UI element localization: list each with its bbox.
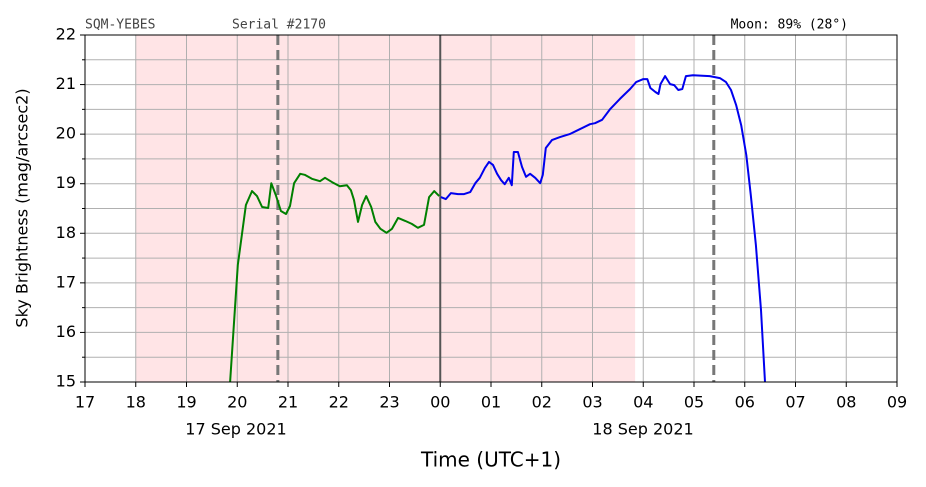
y-tick-label: 16 bbox=[56, 322, 76, 341]
x-tick-label: 21 bbox=[278, 393, 298, 412]
x-tick-label: 07 bbox=[785, 393, 805, 412]
x-tick-label: 09 bbox=[887, 393, 907, 412]
y-tick-label: 17 bbox=[56, 272, 76, 291]
x-tick-label: 02 bbox=[532, 393, 552, 412]
date-label: 18 Sep 2021 bbox=[592, 420, 693, 439]
x-tick-label: 04 bbox=[633, 393, 653, 412]
x-tick-label: 22 bbox=[329, 393, 349, 412]
series-line bbox=[229, 172, 440, 383]
x-tick-label: 08 bbox=[836, 393, 856, 412]
series-line bbox=[440, 74, 766, 383]
y-tick-label: 20 bbox=[56, 124, 76, 143]
y-tick-label: 18 bbox=[56, 223, 76, 242]
x-tick-label: 05 bbox=[684, 393, 704, 412]
y-tick-label: 22 bbox=[56, 25, 76, 44]
x-tick-label: 23 bbox=[379, 393, 399, 412]
moon-info: Moon: 89% (28°) bbox=[731, 18, 848, 33]
y-tick-label: 21 bbox=[56, 74, 76, 93]
y-axis-label: Sky Brightness (mag/arcsec2) bbox=[13, 88, 32, 327]
y-tick-label: 19 bbox=[56, 173, 76, 192]
x-tick-label: 01 bbox=[481, 393, 501, 412]
x-tick-label: 00 bbox=[430, 393, 450, 412]
x-tick-label: 20 bbox=[227, 393, 247, 412]
x-tick-label: 18 bbox=[126, 393, 146, 412]
x-tick-label: 19 bbox=[176, 393, 196, 412]
station-name: SQM-YEBES bbox=[85, 18, 155, 33]
x-tick-label: 03 bbox=[582, 393, 602, 412]
date-label: 17 Sep 2021 bbox=[185, 420, 286, 439]
serial: Serial #2170 bbox=[232, 18, 326, 33]
y-tick-label: 15 bbox=[56, 372, 76, 391]
x-tick-label: 17 bbox=[75, 393, 95, 412]
x-axis-label: Time (UTC+1) bbox=[420, 448, 561, 472]
x-tick-label: 06 bbox=[735, 393, 755, 412]
